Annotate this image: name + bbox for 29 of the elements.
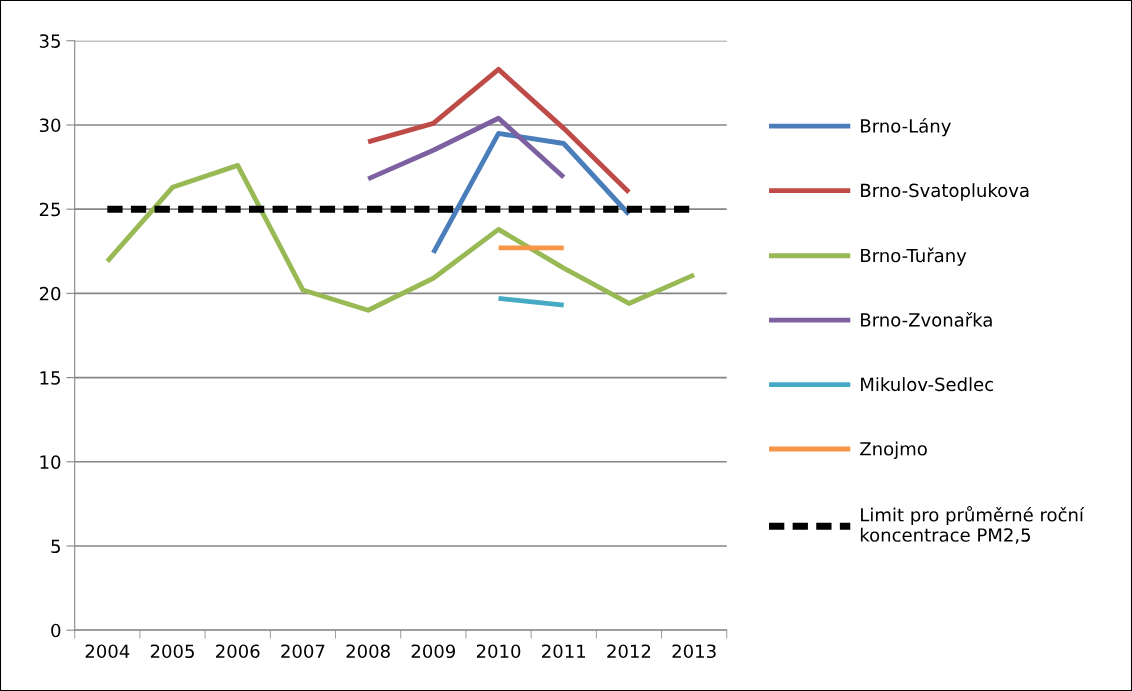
y-tick-label: 15: [40, 371, 60, 385]
legend-label: Znojmo: [860, 441, 927, 460]
y-tick-label: 0: [51, 623, 61, 638]
x-tick-label: 2008: [346, 644, 390, 659]
y-tick-label: 20: [39, 286, 61, 301]
y-tick-label: 25: [39, 202, 60, 217]
legend-label: Brno-Zvonařka: [861, 312, 992, 327]
line-series: [365, 115, 567, 182]
y-tick-label: 30: [39, 118, 61, 133]
y-tick-label: 35: [39, 34, 60, 48]
x-tick-label: 2010: [476, 644, 521, 659]
legend-label: Limit pro průměrné roční koncentrace PM2,5: [860, 506, 1085, 544]
line-series: [365, 66, 632, 195]
x-tick-label: 2011: [542, 644, 586, 659]
y-tick-label: 10: [40, 455, 61, 469]
legend-label: Brno-Lány: [861, 118, 951, 137]
x-tick-label: 2013: [672, 644, 716, 659]
legend-label: Brno-Tuřany: [861, 247, 967, 266]
line-series: [430, 130, 632, 256]
x-tick-label: 2006: [216, 644, 260, 659]
legend-label: Mikulov-Sedlec: [861, 377, 993, 392]
legend-label: Brno-Svatoplukova: [861, 183, 1029, 201]
x-tick-label: 2005: [150, 644, 194, 659]
y-tick-label: 5: [51, 539, 60, 554]
x-tick-label: 2004: [85, 644, 130, 659]
x-tick-label: 2009: [411, 644, 456, 659]
line-series: [104, 162, 697, 313]
x-tick-label: 2007: [281, 644, 325, 659]
x-tick-label: 2012: [607, 644, 651, 659]
